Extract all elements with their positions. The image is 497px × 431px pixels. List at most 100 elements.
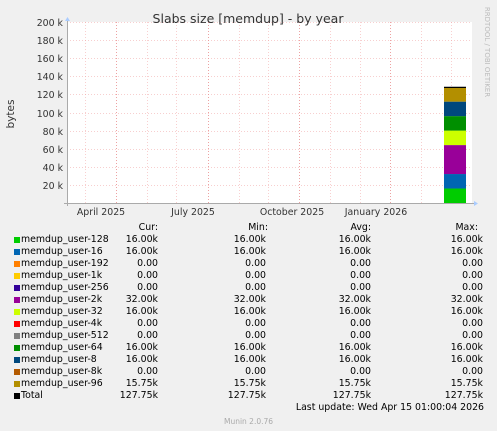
- legend-series-name: memdup_user-8k: [21, 366, 103, 377]
- legend-value-cur: 16.00k: [125, 354, 158, 365]
- legend-value-cur: 16.00k: [125, 246, 158, 257]
- legend-value-min: 16.00k: [233, 306, 266, 317]
- legend-value-avg: 16.00k: [338, 342, 371, 353]
- legend-value-max: 0.00: [462, 330, 483, 341]
- legend-value-avg: 15.75k: [338, 378, 371, 389]
- legend-value-avg: 0.00: [350, 318, 371, 329]
- x-tick-label: July 2025: [170, 207, 215, 218]
- legend-row: memdup_user-8k 0.00 0.00 0.00 0.00: [0, 366, 497, 378]
- legend-value-avg: 0.00: [350, 282, 371, 293]
- legend-header-avg: Avg:: [350, 222, 371, 233]
- bar-segment-memdup_user-32: [444, 130, 466, 146]
- legend-value-cur: 0.00: [137, 258, 158, 269]
- legend-row: memdup_user-512 0.00 0.00 0.00 0.00: [0, 330, 497, 342]
- legend-row: memdup_user-32 16.00k 16.00k 16.00k 16.00k: [0, 306, 497, 318]
- legend-series-name: memdup_user-256: [21, 282, 109, 293]
- legend-series-name: memdup_user-2k: [21, 294, 103, 305]
- y-tick-label: 160 k: [37, 54, 64, 65]
- x-axis-arrow: [474, 201, 478, 206]
- legend-value-avg: 127.75k: [332, 390, 371, 401]
- legend-series-name: memdup_user-8: [21, 354, 97, 365]
- y-tick-label: 80 k: [43, 127, 64, 138]
- legend-value-avg: 0.00: [350, 258, 371, 269]
- x-tick-label: April 2025: [77, 207, 125, 218]
- legend-value-cur: 0.00: [137, 282, 158, 293]
- legend-value-cur: 0.00: [137, 270, 158, 281]
- legend-value-max: 16.00k: [450, 234, 483, 245]
- y-tick-label: 140 k: [37, 72, 64, 83]
- legend-header-cur: Cur:: [138, 222, 158, 233]
- legend-swatch: [14, 249, 20, 255]
- legend-value-max: 32.00k: [450, 294, 483, 305]
- legend-value-cur: 0.00: [137, 330, 158, 341]
- y-tick-label: 40 k: [43, 163, 64, 174]
- legend-value-min: 127.75k: [227, 390, 266, 401]
- plot-area: [67, 22, 472, 203]
- bars: [444, 86, 466, 203]
- legend-row: memdup_user-4k 0.00 0.00 0.00 0.00: [0, 318, 497, 330]
- legend-swatch: [14, 357, 20, 363]
- legend-series-name: memdup_user-192: [21, 258, 109, 269]
- legend-value-min: 0.00: [245, 282, 266, 293]
- legend-value-cur: 16.00k: [125, 234, 158, 245]
- bar-segment-memdup_user-64: [444, 116, 466, 131]
- legend-row: memdup_user-8 16.00k 16.00k 16.00k 16.00k: [0, 354, 497, 366]
- legend-row: memdup_user-64 16.00k 16.00k 16.00k 16.00k: [0, 342, 497, 354]
- legend-swatch: [14, 237, 20, 243]
- legend-value-max: 0.00: [462, 270, 483, 281]
- y-axis-arrow: [65, 17, 70, 21]
- legend-row: Total 127.75k 127.75k 127.75k 127.75k: [0, 390, 497, 402]
- y-tick-label: 60 k: [43, 145, 64, 156]
- legend-row: memdup_user-1k 0.00 0.00 0.00 0.00: [0, 270, 497, 282]
- bar-segment-memdup_user-2k: [444, 145, 466, 175]
- legend-value-avg: 16.00k: [338, 246, 371, 257]
- bar-segment-memdup_user-128: [444, 188, 466, 203]
- bar-segment-memdup_user-8: [444, 101, 466, 117]
- legend-value-cur: 15.75k: [125, 378, 158, 389]
- legend-header-max: Max:: [455, 222, 478, 233]
- legend-series-name: memdup_user-64: [21, 342, 103, 353]
- legend-value-cur: 16.00k: [125, 342, 158, 353]
- y-tick-label: 200 k: [37, 18, 64, 29]
- legend-value-min: 0.00: [245, 270, 266, 281]
- legend-value-min: 16.00k: [233, 234, 266, 245]
- legend-value-avg: 0.00: [350, 330, 371, 341]
- legend-value-cur: 0.00: [137, 318, 158, 329]
- bar-segment-memdup_user-16: [444, 174, 466, 189]
- axes: [64, 17, 478, 206]
- legend-value-cur: 127.75k: [119, 390, 158, 401]
- x-tick-label: October 2025: [260, 207, 324, 218]
- legend-swatch: [14, 285, 20, 291]
- legend-series-name: memdup_user-4k: [21, 318, 103, 329]
- tick-labels: 20 k 40 k 60 k 80 k 100 k 120 k 140 k 160 k 180 …: [37, 18, 408, 218]
- legend-row: memdup_user-192 0.00 0.00 0.00 0.00: [0, 258, 497, 270]
- legend-value-max: 0.00: [462, 258, 483, 269]
- legend-row: memdup_user-128 16.00k 16.00k 16.00k 16.00k: [0, 234, 497, 246]
- legend-series-name: memdup_user-512: [21, 330, 109, 341]
- legend-value-max: 16.00k: [450, 306, 483, 317]
- legend-value-max: 0.00: [462, 366, 483, 377]
- bar-segment-memdup_user-96: [444, 87, 466, 102]
- legend-swatch: [14, 321, 20, 327]
- legend-value-avg: 16.00k: [338, 306, 371, 317]
- legend-value-max: 0.00: [462, 282, 483, 293]
- legend-series-name: memdup_user-96: [21, 378, 103, 389]
- legend-swatch: [14, 333, 20, 339]
- legend-swatch: [14, 297, 20, 303]
- legend-value-avg: 32.00k: [338, 294, 371, 305]
- legend-series-name: Total: [21, 390, 43, 401]
- legend-value-cur: 32.00k: [125, 294, 158, 305]
- rrdtool-side-label: RRDTOOL / TOBI OETIKER: [483, 7, 491, 97]
- legend-value-cur: 16.00k: [125, 306, 158, 317]
- legend-value-max: 16.00k: [450, 342, 483, 353]
- y-tick-label: 100 k: [37, 109, 64, 120]
- legend-swatch: [14, 369, 20, 375]
- legend-value-max: 16.00k: [450, 246, 483, 257]
- legend-series-name: memdup_user-16: [21, 246, 103, 257]
- legend-value-min: 0.00: [245, 318, 266, 329]
- legend-value-avg: 0.00: [350, 270, 371, 281]
- chart-title: Slabs size [memdup] - by year: [153, 11, 345, 26]
- legend-swatch: [14, 393, 20, 399]
